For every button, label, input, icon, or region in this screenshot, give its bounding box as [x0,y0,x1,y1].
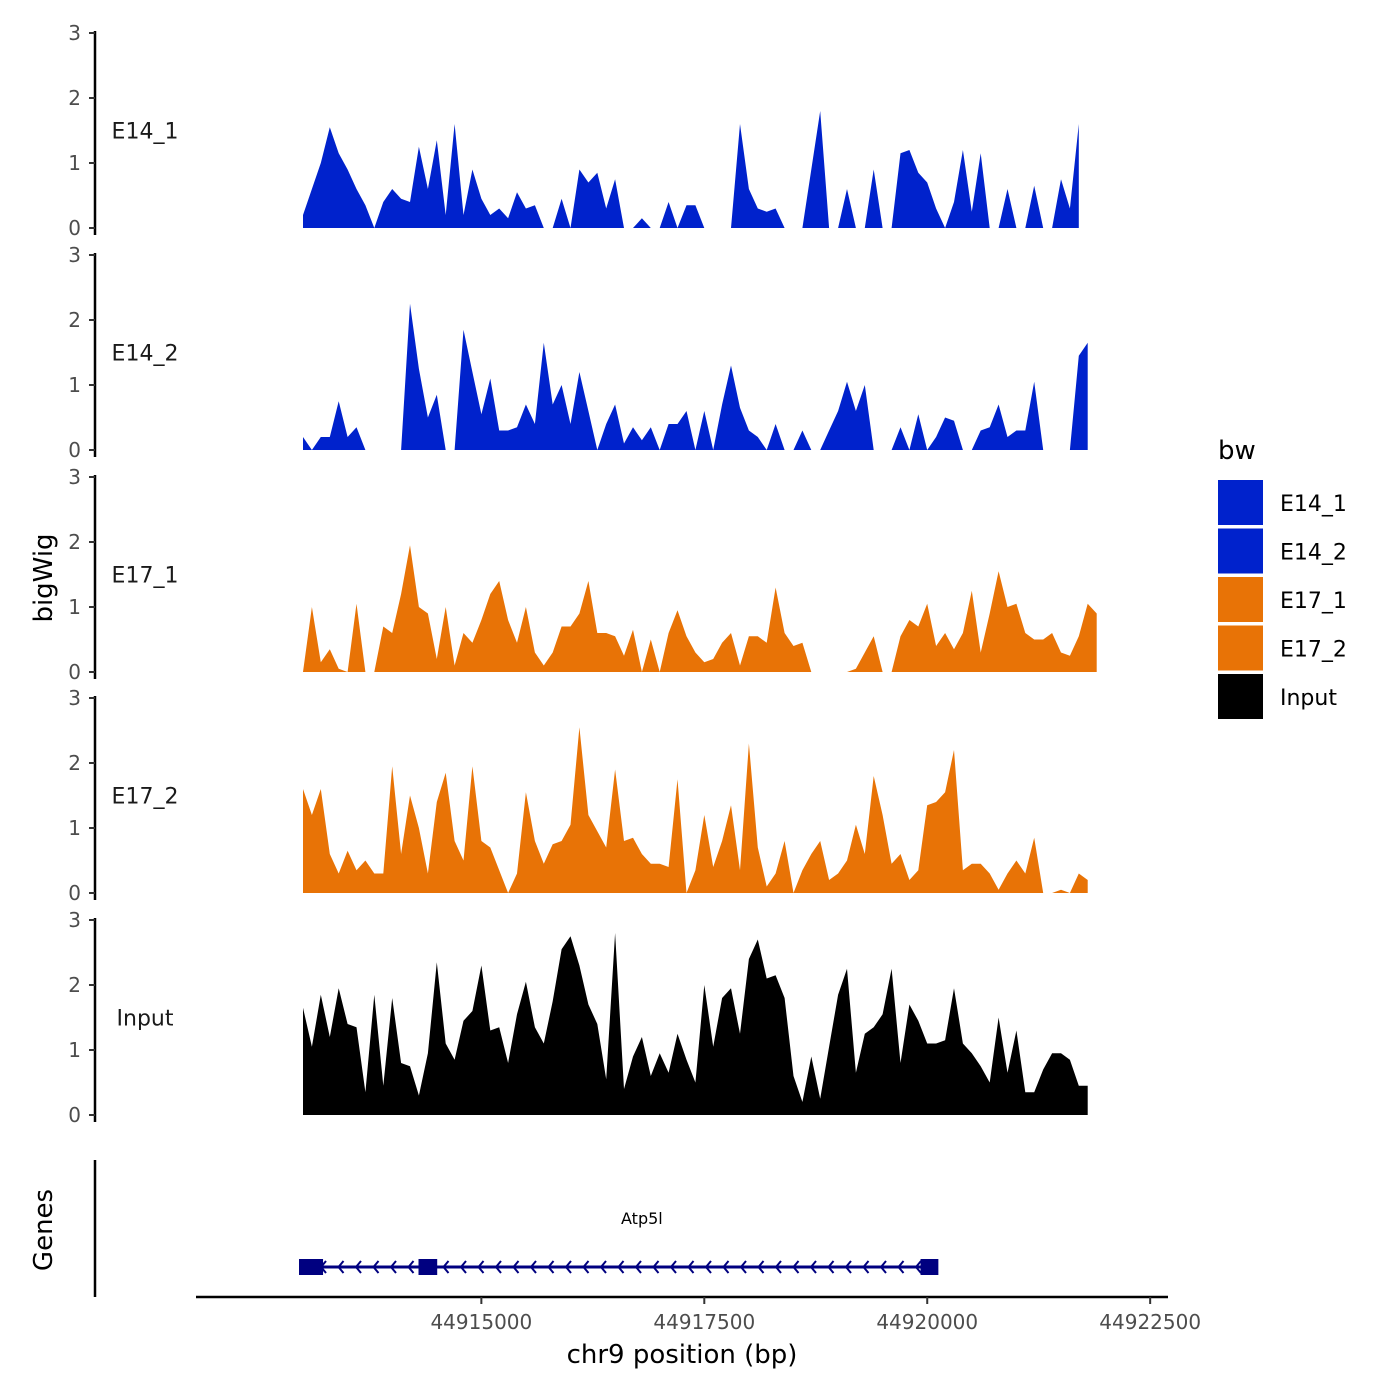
strand-arrow [599,1260,607,1274]
y-tick-label: 3 [68,21,81,45]
strand-arrow [354,1260,362,1274]
y-tick-label: 1 [68,151,81,175]
x-axis-title: chr9 position (bp) [567,1340,798,1370]
legend-label-Input: Input [1280,686,1337,711]
legend-title: bw [1218,436,1256,466]
strand-arrow [529,1260,537,1274]
strand-arrow [634,1260,642,1274]
bigwig-tracks: 0 1 2 3 E14_1 0 1 2 3 E14_2 0 1 2 3 E17_1 0 1 2 3 E17_2 0 1 2 3… [68,21,1097,1127]
area-E14_2 [303,303,1088,450]
strand-arrow [512,1260,520,1274]
track-label-E17_2: E17_2 [112,785,179,810]
y-tick-label: 0 [68,1103,81,1127]
track-label-E14_1: E14_1 [112,120,179,145]
x-tick-label: 44920000 [876,1310,978,1334]
gene-name-label: Atp5l [621,1209,663,1228]
strand-arrow [914,1260,922,1274]
x-axis: 44915000 44917500 44920000 44922500 [196,1295,1201,1334]
strand-arrow [774,1260,782,1274]
track-label-Input: Input [117,1007,174,1032]
x-tick-label: 44922500 [1099,1310,1201,1334]
area-E17_2 [303,727,1088,893]
track-label-E14_2: E14_2 [112,342,179,367]
area-Input [303,933,1088,1115]
y-tick-label: 1 [68,373,81,397]
strand-arrow [827,1260,835,1274]
y-tick-label: 2 [68,308,81,332]
y-tick-label: 3 [68,686,81,710]
strand-arrow [459,1260,467,1274]
legend-swatch-E14_1 [1218,480,1263,525]
genes-track: Atp5l [93,1160,939,1297]
strand-arrow [617,1260,625,1274]
y-tick-label: 0 [68,660,81,684]
strand-arrow [809,1260,817,1274]
strand-arrow [669,1260,677,1274]
strand-arrow [739,1260,747,1274]
legend-swatch-E17_2 [1218,625,1263,671]
track-E17_1: 0 1 2 3 E17_1 [68,465,1097,684]
strand-arrow [337,1260,345,1274]
track-label-E17_1: E17_1 [112,564,179,589]
y-tick-label: 3 [68,465,81,489]
strand-arrow [372,1260,380,1274]
legend-swatch-E14_2 [1218,528,1263,574]
legend-label-E14_2: E14_2 [1280,541,1347,566]
y-tick-label: 0 [68,438,81,462]
legend-swatch-E17_1 [1218,577,1263,622]
strand-arrow [792,1260,800,1274]
strand-arrow [897,1260,905,1274]
legend-label-E14_1: E14_1 [1280,492,1347,517]
gene-Atp5l: Atp5l [299,1209,939,1275]
strand-arrow [862,1260,870,1274]
area-E17_1 [303,545,1097,672]
strand-arrow [547,1260,555,1274]
strand-arrow [582,1260,590,1274]
y-tick-label: 1 [68,1038,81,1062]
genes-axis-title: Genes [29,1189,59,1271]
y-tick-label: 2 [68,86,81,110]
strand-arrow [564,1260,572,1274]
track-Input: 0 1 2 3 Input [68,908,1088,1127]
y-tick-label: 1 [68,816,81,840]
legend-swatch-Input [1218,674,1263,719]
y-tick-label: 2 [68,530,81,554]
legend-label-E17_2: E17_2 [1280,638,1347,663]
legend: bw E14_1 E14_2 E17_1 E17_2 Input [1218,436,1347,719]
y-tick-label: 1 [68,595,81,619]
track-E14_2: 0 1 2 3 E14_2 [68,243,1088,462]
x-tick-label: 44915000 [430,1310,532,1334]
y-tick-label: 3 [68,908,81,932]
y-tick-label: 2 [68,751,81,775]
y-tick-label: 0 [68,216,81,240]
strand-arrow [757,1260,765,1274]
strand-arrow [442,1260,450,1274]
x-tick-label: 44917500 [653,1310,755,1334]
strand-arrow [407,1260,415,1274]
gene-exon [299,1259,324,1275]
y-tick-label: 2 [68,973,81,997]
strand-arrow [722,1260,730,1274]
gene-exon [920,1259,939,1275]
strand-arrow [687,1260,695,1274]
y-axis-title: bigWig [29,533,59,622]
strand-arrow [389,1260,397,1274]
strand-arrow [477,1260,485,1274]
area-E14_1 [303,111,1079,228]
strand-arrow [879,1260,887,1274]
y-tick-label: 0 [68,881,81,905]
strand-arrow [844,1260,852,1274]
legend-label-E17_1: E17_1 [1280,589,1347,614]
strand-arrow [494,1260,502,1274]
strand-arrow [652,1260,660,1274]
y-tick-label: 3 [68,243,81,267]
track-E17_2: 0 1 2 3 E17_2 [68,686,1088,905]
track-E14_1: 0 1 2 3 E14_1 [68,21,1079,240]
strand-arrow [704,1260,712,1274]
gene-exon [418,1259,438,1275]
